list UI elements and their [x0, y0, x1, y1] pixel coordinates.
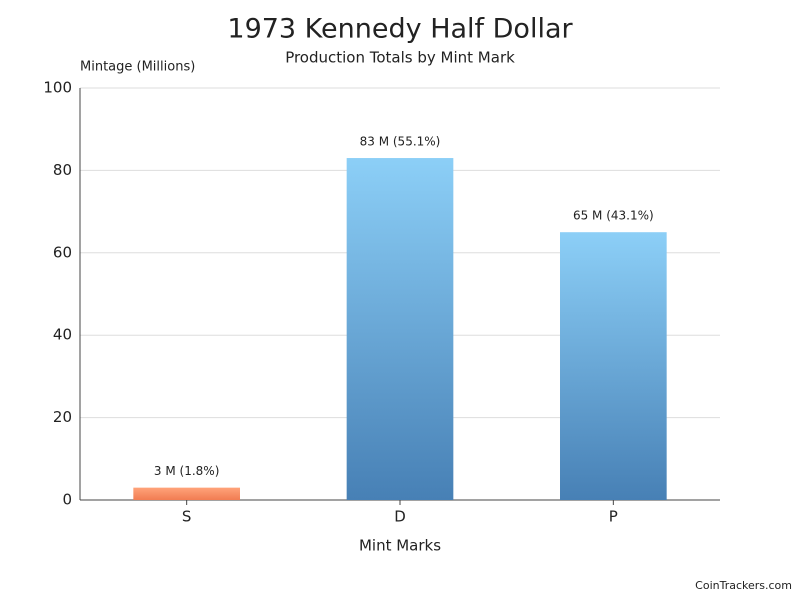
x-tick-label: P [609, 508, 618, 526]
y-tick-label: 80 [53, 161, 72, 179]
value-label: 83 M (55.1%) [360, 135, 441, 149]
chart-subtitle: Production Totals by Mint Mark [285, 49, 515, 67]
value-label: 3 M (1.8%) [154, 464, 219, 478]
bar [346, 158, 454, 501]
y-tick-label: 20 [53, 408, 72, 426]
y-tick-label: 60 [53, 243, 72, 261]
x-axis-label: Mint Marks [359, 537, 441, 555]
bar [560, 232, 667, 500]
x-tick-label: S [182, 508, 192, 526]
y-axis-label: Mintage (Millions) [80, 60, 195, 75]
y-tick-label: 0 [62, 491, 72, 509]
y-tick-label: 40 [53, 326, 72, 344]
chart-title: 1973 Kennedy Half Dollar [227, 14, 573, 45]
credit: CoinTrackers.com [695, 579, 792, 592]
x-tick-label: D [394, 508, 406, 526]
value-label: 65 M (43.1%) [573, 209, 654, 223]
bar [133, 487, 240, 500]
y-tick-label: 100 [43, 79, 72, 97]
